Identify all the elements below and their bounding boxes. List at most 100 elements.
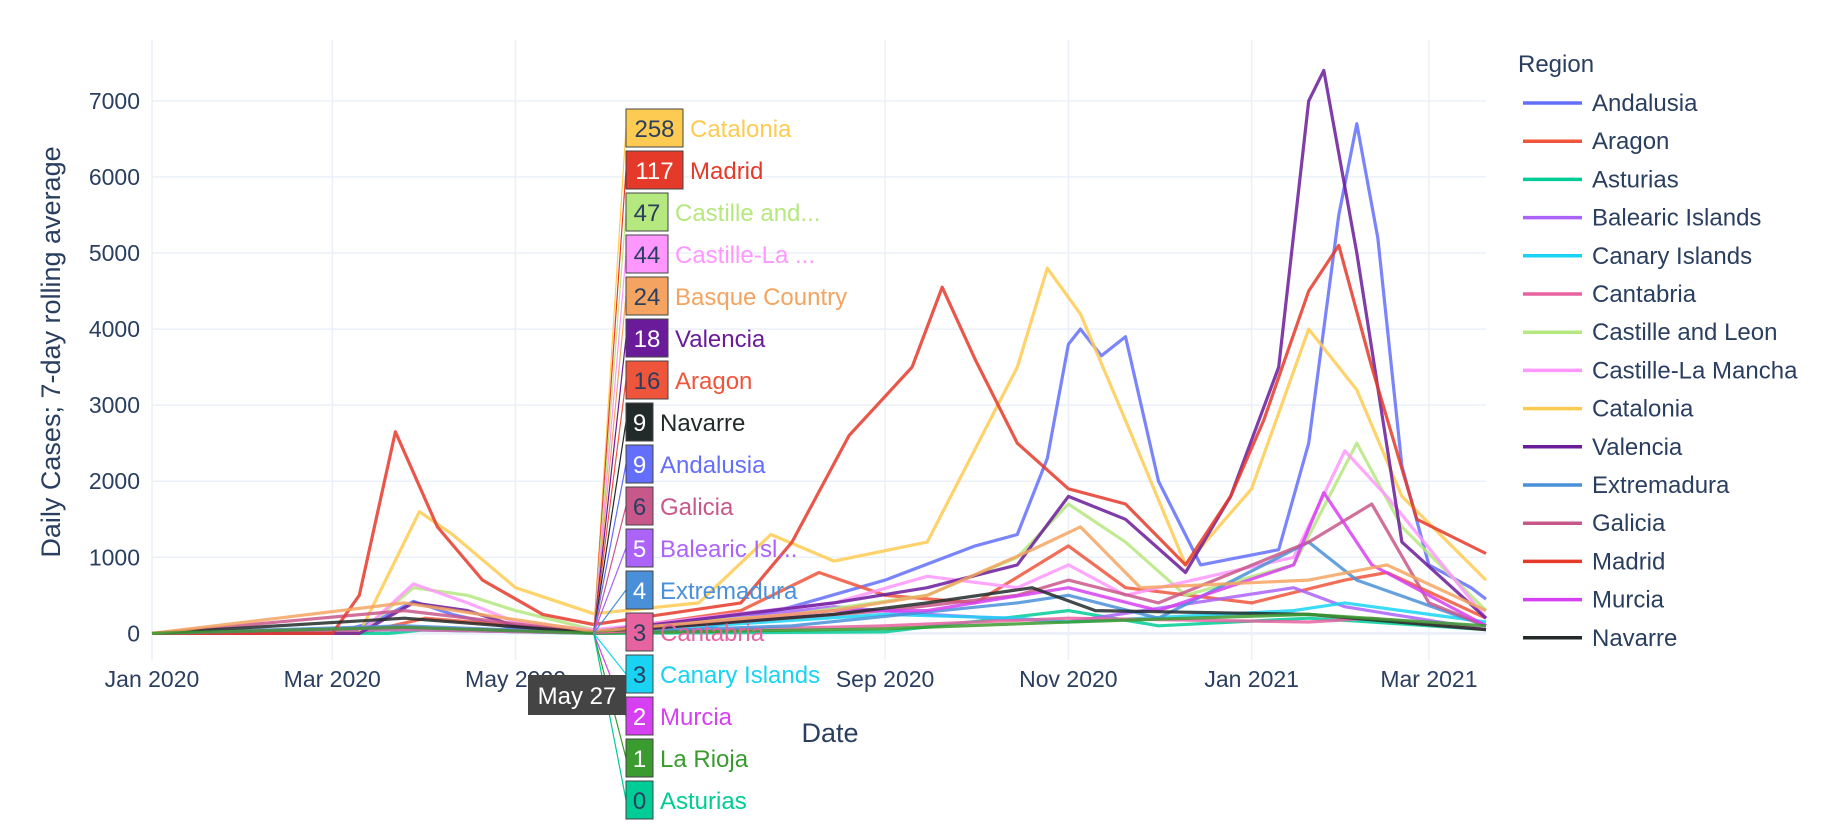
series-line-basque-country bbox=[151, 525, 1487, 635]
hover-leader bbox=[593, 633, 627, 801]
hover-value-box bbox=[625, 654, 654, 694]
series-layer bbox=[151, 68, 1488, 635]
hover-item: 4 Extremadura bbox=[593, 570, 798, 634]
legend-item: Andalusia bbox=[1523, 90, 1698, 117]
hover-value-box bbox=[625, 486, 654, 526]
hover-leader bbox=[593, 379, 627, 634]
hover-value: 24 bbox=[634, 284, 661, 311]
hover-item: 47 Castille and... bbox=[593, 192, 820, 634]
hover-label: Navarre bbox=[660, 410, 745, 437]
legend-label: Madrid bbox=[1592, 548, 1665, 575]
y-tick-label: 2000 bbox=[89, 468, 140, 494]
hover-label: Castille-La ... bbox=[675, 242, 815, 269]
x-tick-label: Sep 2020 bbox=[836, 666, 934, 692]
hover-value-box bbox=[625, 108, 684, 148]
x-axis-title: Date bbox=[801, 718, 858, 748]
legend-label: Balearic Islands bbox=[1592, 205, 1761, 232]
hover-value: 3 bbox=[633, 620, 646, 647]
y-tick-label: 6000 bbox=[89, 164, 140, 190]
hover-value: 44 bbox=[634, 242, 661, 269]
hover-item: 1 La Rioja bbox=[593, 633, 749, 778]
hover-value: 5 bbox=[633, 536, 646, 563]
hover-value-box bbox=[625, 570, 654, 610]
series-line-valencia bbox=[152, 68, 1488, 635]
hover-label: Balearic Isl... bbox=[660, 536, 797, 563]
hover-value: 16 bbox=[634, 368, 661, 395]
y-axis-ticks: 0 1000 2000 3000 4000 5000 6000 7000 bbox=[89, 88, 140, 647]
hover-value-box bbox=[625, 444, 654, 484]
hover-value-box bbox=[625, 192, 669, 232]
legend-label: Andalusia bbox=[1592, 90, 1698, 117]
legend-label: Murcia bbox=[1592, 587, 1665, 614]
legend-item: Valencia bbox=[1523, 434, 1683, 461]
hover-value: 18 bbox=[634, 326, 661, 353]
hover-label: Basque Country bbox=[675, 284, 847, 311]
hover-item: 18 Valencia bbox=[593, 318, 766, 634]
series-line-catalonia bbox=[152, 266, 1488, 635]
legend-label: Galicia bbox=[1592, 510, 1666, 537]
y-tick-label: 0 bbox=[127, 620, 140, 646]
hover-value: 258 bbox=[634, 116, 674, 143]
hover-value-box bbox=[625, 402, 654, 442]
y-tick-label: 3000 bbox=[89, 392, 140, 418]
legend-label: Navarre bbox=[1592, 625, 1677, 652]
hover-item: 117 Madrid bbox=[593, 150, 763, 634]
hover-value: 1 bbox=[633, 746, 646, 773]
hover-item: 258 Catalonia bbox=[593, 108, 792, 634]
hover-leader bbox=[593, 421, 627, 634]
hover-leader bbox=[593, 505, 627, 634]
hover-leader bbox=[593, 337, 627, 634]
hover-date-bg bbox=[528, 675, 626, 715]
legend-item: Cantabria bbox=[1523, 281, 1697, 308]
legend-label: Castille-La Mancha bbox=[1592, 357, 1798, 384]
hover-label: Andalusia bbox=[660, 452, 766, 479]
y-tick-label: 5000 bbox=[89, 240, 140, 266]
hover-label: Galicia bbox=[660, 494, 734, 521]
hover-item: 3 Canary Islands bbox=[593, 633, 820, 694]
y-tick-label: 4000 bbox=[89, 316, 140, 342]
legend-label: Aragon bbox=[1592, 128, 1669, 155]
hover-leader bbox=[593, 633, 627, 675]
hover-label: Madrid bbox=[690, 158, 763, 185]
hover-value-box bbox=[625, 696, 654, 736]
series-line-madrid bbox=[152, 243, 1487, 635]
legend-items: Andalusia Aragon Asturias Balearic Islands C… bbox=[1523, 90, 1798, 652]
y-tick-label: 1000 bbox=[89, 544, 140, 570]
hover-value: 47 bbox=[634, 200, 661, 227]
hover-leader bbox=[593, 589, 627, 634]
hover-item: 6 Galicia bbox=[593, 486, 734, 634]
hover-leader bbox=[593, 547, 627, 634]
legend-label: Cantabria bbox=[1592, 281, 1697, 308]
hover-value-box bbox=[625, 780, 654, 820]
hover-value-box bbox=[625, 738, 654, 778]
legend-title: Region bbox=[1518, 51, 1594, 78]
legend-item: Catalonia bbox=[1523, 396, 1694, 423]
hover-value: 0 bbox=[633, 788, 646, 815]
series-line-navarre bbox=[151, 586, 1487, 635]
legend-item: Asturias bbox=[1523, 166, 1679, 193]
hover-leader bbox=[593, 631, 627, 634]
hover-date-label: May 27 bbox=[538, 683, 617, 710]
hover-value: 2 bbox=[633, 704, 646, 731]
legend-item: Extremadura bbox=[1523, 472, 1730, 499]
legend-item: Castille-La Mancha bbox=[1523, 357, 1798, 384]
hover-item: 3 Cantabria bbox=[593, 612, 765, 652]
hover-value-box bbox=[625, 318, 669, 358]
x-tick-label: Mar 2020 bbox=[284, 666, 381, 692]
hover-leader bbox=[593, 295, 627, 634]
hover-date-box: May 27 bbox=[528, 675, 626, 715]
legend-item: Galicia bbox=[1523, 510, 1666, 537]
hover-label: Castille and... bbox=[675, 200, 820, 227]
legend-label: Catalonia bbox=[1592, 396, 1694, 423]
series-line-galicia bbox=[151, 502, 1487, 635]
legend-item: Canary Islands bbox=[1523, 243, 1752, 270]
hover-value: 117 bbox=[635, 158, 673, 185]
hover-value: 9 bbox=[633, 410, 646, 437]
hover-label: Extremadura bbox=[660, 578, 798, 605]
hover-label: Canary Islands bbox=[660, 662, 820, 689]
hover-item: 0 Asturias bbox=[593, 633, 747, 820]
hover-item: 2 Murcia bbox=[593, 633, 733, 736]
